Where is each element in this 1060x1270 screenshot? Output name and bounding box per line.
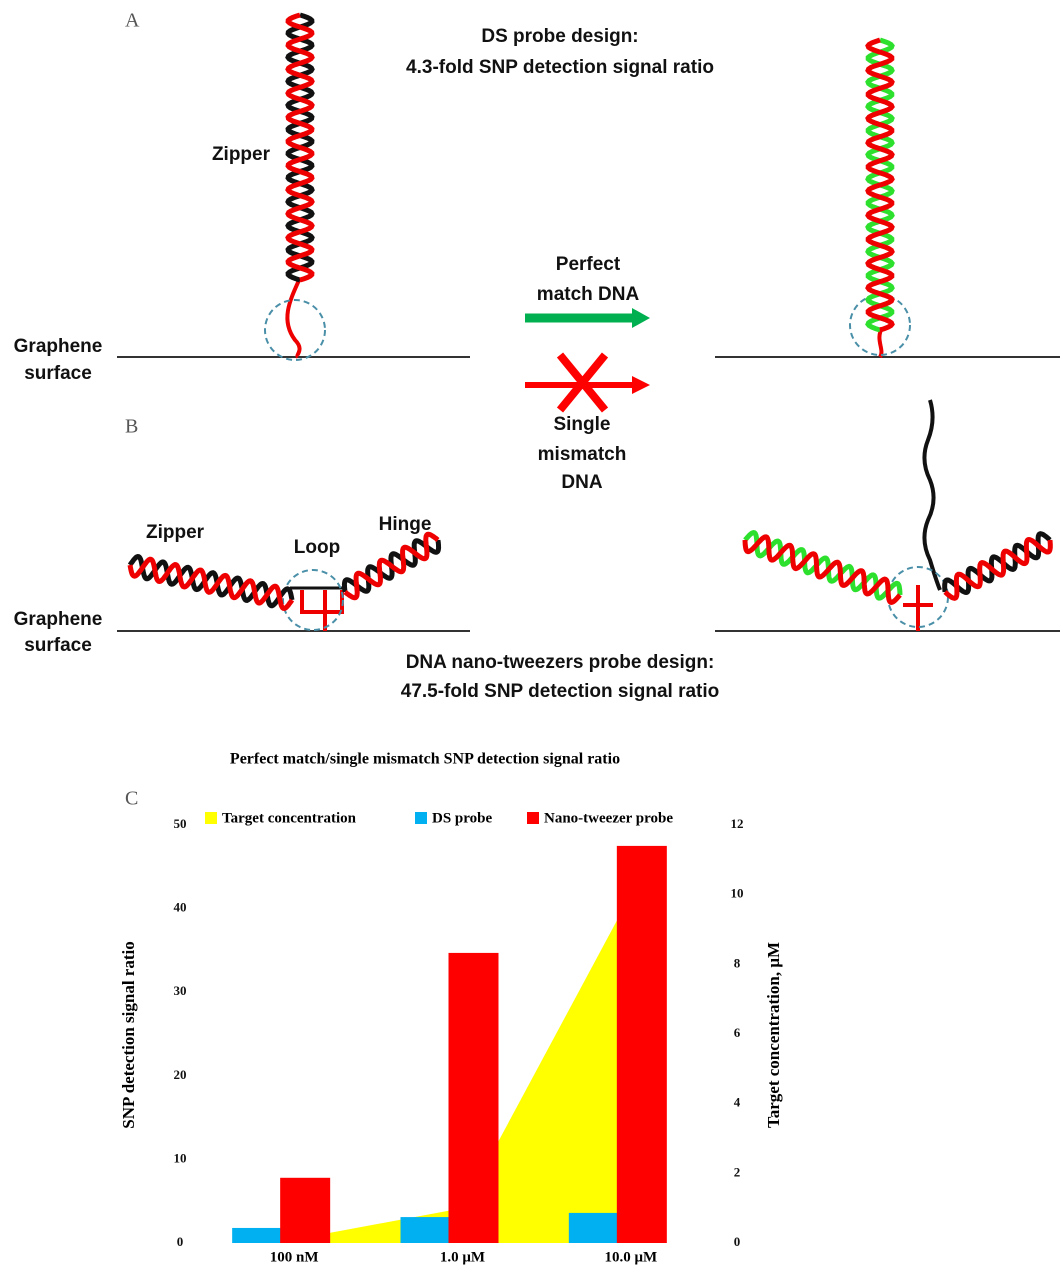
legend-swatch: [205, 812, 217, 824]
y2-tick-label: 6: [734, 1025, 741, 1040]
y-axis-label: SNP detection signal ratio: [119, 941, 138, 1128]
diagram: [117, 15, 1060, 631]
panel-label: A: [125, 10, 140, 32]
label: surface: [24, 635, 92, 656]
chart-title: Perfect match/single mismatch SNP detect…: [230, 751, 620, 768]
y2-tick-label: 0: [734, 1234, 741, 1249]
label: Graphene: [14, 609, 103, 630]
x-tick-label: 10.0 μM: [604, 1249, 657, 1265]
y2-axis-label: Target concentration, μM: [764, 942, 783, 1128]
x-tick-label: 100 nM: [270, 1249, 319, 1265]
label: Graphene: [14, 336, 103, 357]
legend-label: DS probe: [432, 810, 492, 826]
chart: Perfect match/single mismatch SNP detect…: [119, 751, 783, 1266]
label: DNA: [561, 472, 602, 493]
figure: A B C DS probe design: 4.3-fold SNP dete…: [0, 0, 1060, 1270]
label: Perfect: [556, 254, 621, 275]
title: 4.3-fold SNP detection signal ratio: [406, 57, 714, 78]
panel-label: C: [125, 788, 138, 810]
tail: [879, 328, 882, 357]
legend-label: Target concentration: [222, 810, 357, 826]
target-strand: [924, 400, 940, 590]
y2-tick-label: 8: [734, 955, 741, 970]
y-tick-label: 10: [174, 1150, 187, 1165]
y2-tick-label: 4: [734, 1095, 741, 1110]
arrow: [632, 308, 650, 328]
label: Single: [553, 414, 610, 435]
label: surface: [24, 363, 92, 384]
y2-tick-label: 2: [734, 1164, 741, 1179]
bar: [280, 1178, 330, 1243]
bar: [569, 1213, 619, 1243]
legend-swatch: [527, 812, 539, 824]
bar: [449, 953, 499, 1243]
tail: [287, 278, 300, 357]
helix-strand: [345, 534, 438, 597]
y2-tick-label: 10: [731, 886, 744, 901]
legend-label: Nano-tweezer probe: [544, 810, 673, 826]
label: Zipper: [212, 144, 271, 165]
highlight: [265, 300, 325, 360]
y-tick-label: 40: [174, 900, 187, 915]
title: DS probe design:: [481, 26, 638, 47]
y-tick-label: 20: [174, 1067, 187, 1082]
y-tick-label: 50: [174, 816, 187, 831]
legend-swatch: [415, 812, 427, 824]
label: Zipper: [146, 522, 205, 543]
bar: [401, 1217, 451, 1243]
y-tick-label: 30: [174, 983, 187, 998]
arrow: [632, 376, 650, 394]
bar: [232, 1228, 282, 1243]
label: match DNA: [537, 284, 640, 305]
x-tick-label: 1.0 μM: [440, 1249, 485, 1265]
title: DNA nano-tweezers probe design:: [406, 652, 715, 673]
label: Hinge: [379, 514, 432, 535]
label: mismatch: [538, 444, 627, 465]
y-tick-label: 0: [177, 1234, 184, 1249]
bar: [617, 846, 667, 1243]
loop: [302, 590, 342, 631]
title: 47.5-fold SNP detection signal ratio: [401, 681, 720, 702]
panel-label: B: [125, 416, 138, 438]
label: Loop: [294, 537, 340, 558]
y2-tick-label: 12: [731, 816, 744, 831]
